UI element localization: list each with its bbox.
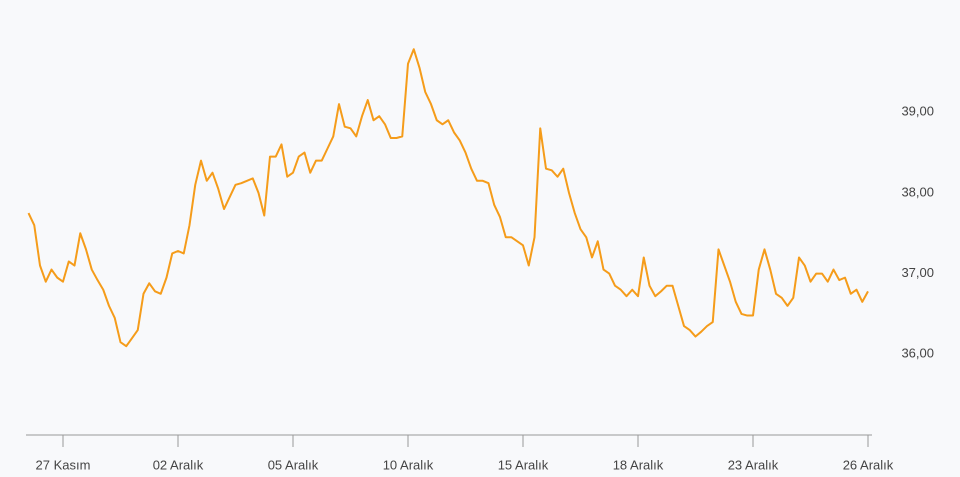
x-tick-label: 02 Aralık [153, 457, 204, 472]
x-tick-label: 18 Aralık [613, 457, 664, 472]
y-tick-label: 39,00 [901, 104, 934, 119]
y-tick-label: 37,00 [901, 265, 934, 280]
x-tick-label: 15 Aralık [498, 457, 549, 472]
price-line [27, 48, 869, 348]
x-tick-label: 10 Aralık [383, 457, 434, 472]
x-tick-label: 26 Aralık [843, 457, 894, 472]
x-tick-label: 23 Aralık [728, 457, 779, 472]
x-tick-label: 05 Aralık [268, 457, 319, 472]
y-tick-label: 36,00 [901, 346, 934, 361]
y-tick-label: 38,00 [901, 184, 934, 199]
x-tick-label: 27 Kasım [36, 457, 91, 472]
